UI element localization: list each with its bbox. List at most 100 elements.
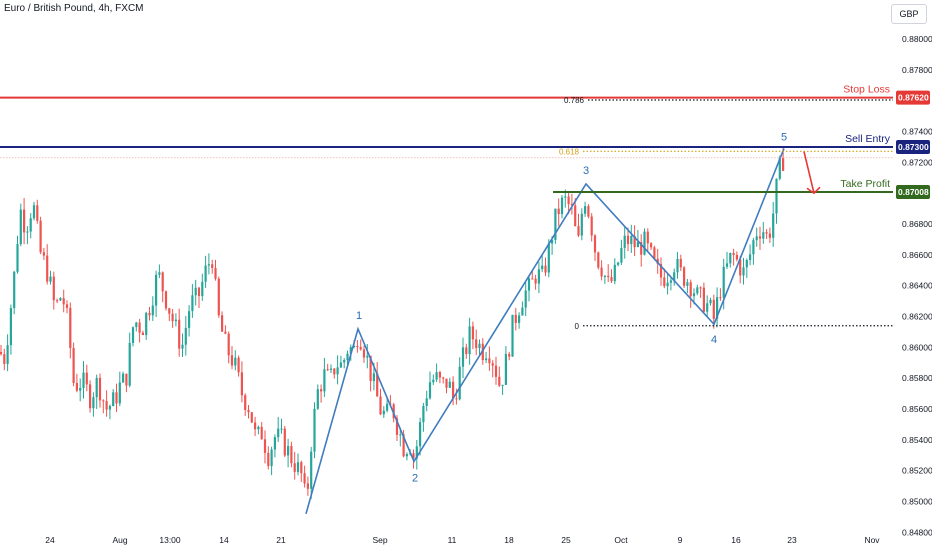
stop-loss-price-text: 0.87620 xyxy=(898,93,929,103)
take-profit-label: Take Profit xyxy=(840,178,890,190)
candle-body xyxy=(158,272,161,275)
candle-body xyxy=(135,322,138,328)
candle-body xyxy=(666,282,669,287)
candle-body xyxy=(197,287,201,297)
candle-body xyxy=(603,275,606,277)
y-tick-label: 0.86800 xyxy=(902,219,932,229)
candlestick-series xyxy=(0,148,785,500)
candle-body xyxy=(382,410,385,415)
wave-label-3: 3 xyxy=(583,165,589,177)
candle-body xyxy=(580,213,583,236)
candle-body xyxy=(716,297,719,319)
candle-body xyxy=(752,240,755,255)
candle-body xyxy=(164,291,168,309)
candle-body xyxy=(742,267,745,276)
candle-body xyxy=(303,473,306,484)
candle-body xyxy=(280,428,283,430)
candle-body xyxy=(706,303,709,312)
candle-body xyxy=(181,344,184,349)
candle-body xyxy=(465,347,468,355)
candle-body xyxy=(221,315,224,332)
candle-body xyxy=(379,396,382,415)
candle-body xyxy=(475,339,478,349)
candle-body xyxy=(600,267,603,277)
time-axis: 24 Aug 13:00 14 21 Sep 11 18 25 Oct 9 16 23 Nov xyxy=(45,535,880,545)
candle-body xyxy=(765,232,768,234)
candle-body xyxy=(471,326,474,340)
candle-body xyxy=(498,376,501,386)
candle-body xyxy=(267,452,270,467)
candle-body xyxy=(260,426,263,440)
candle-body xyxy=(346,353,349,360)
candle-body xyxy=(39,220,42,253)
candle-body xyxy=(663,277,666,287)
candle-body xyxy=(554,208,557,240)
candle-body xyxy=(79,387,82,391)
candle-body xyxy=(395,418,399,435)
candle-body xyxy=(356,346,359,348)
candle-body xyxy=(772,213,775,238)
candle-body xyxy=(95,377,98,398)
candle-body xyxy=(201,281,204,297)
candle-body xyxy=(593,235,597,253)
candle-body xyxy=(725,263,729,267)
candle-body xyxy=(422,406,425,423)
candle-body xyxy=(46,255,49,282)
candle-body xyxy=(6,345,9,364)
candle-body xyxy=(425,398,428,407)
candle-body xyxy=(161,272,164,292)
x-tick-label: 11 xyxy=(448,535,457,545)
candle-body xyxy=(494,365,498,377)
candle-body xyxy=(669,280,672,283)
y-tick-label: 0.85200 xyxy=(902,466,932,476)
candle-body xyxy=(13,271,16,309)
y-tick-label: 0.85400 xyxy=(902,435,932,445)
take-profit-price-text: 0.87008 xyxy=(898,187,929,197)
candle-body xyxy=(326,369,329,371)
candle-body xyxy=(686,282,689,286)
wave-path xyxy=(305,148,785,515)
candle-body xyxy=(102,400,105,402)
candle-body xyxy=(263,439,267,453)
candle-body xyxy=(237,357,240,373)
candle-body xyxy=(702,287,705,312)
candle-body xyxy=(155,274,158,306)
x-tick-label: 13:00 xyxy=(159,535,181,545)
candle-body xyxy=(537,269,540,284)
candle-body xyxy=(508,354,511,357)
fib-0-label: 0 xyxy=(575,322,580,331)
candle-body xyxy=(412,453,415,459)
candle-body xyxy=(448,381,451,388)
candle-body xyxy=(32,205,36,219)
candle-body xyxy=(762,232,765,239)
candle-body xyxy=(214,267,217,279)
candle-body xyxy=(557,208,560,215)
candle-body xyxy=(59,298,62,301)
candle-body xyxy=(402,434,405,457)
sell-entry-label: Sell Entry xyxy=(845,133,891,145)
candle-body xyxy=(607,275,610,278)
candle-body xyxy=(372,373,375,381)
candle-body xyxy=(617,262,620,265)
candle-body xyxy=(729,252,732,264)
candle-body xyxy=(584,206,587,214)
x-tick-label: Aug xyxy=(112,535,127,545)
candle-body xyxy=(560,197,564,215)
candle-body xyxy=(316,389,319,409)
candle-body xyxy=(679,258,682,268)
candle-body xyxy=(650,243,653,248)
projection-arrow xyxy=(803,151,815,194)
y-tick-label: 0.86400 xyxy=(902,281,932,291)
candle-body xyxy=(9,308,12,346)
candle-body xyxy=(300,462,303,474)
candle-body xyxy=(227,333,230,356)
candle-body xyxy=(531,278,534,280)
candle-body xyxy=(69,307,72,348)
currency-badge[interactable]: GBP xyxy=(891,4,927,24)
candle-body xyxy=(250,412,253,423)
candle-body xyxy=(122,373,125,383)
candle-body xyxy=(148,312,151,316)
y-tick-label: 0.85000 xyxy=(902,496,932,506)
candle-body xyxy=(570,204,573,206)
